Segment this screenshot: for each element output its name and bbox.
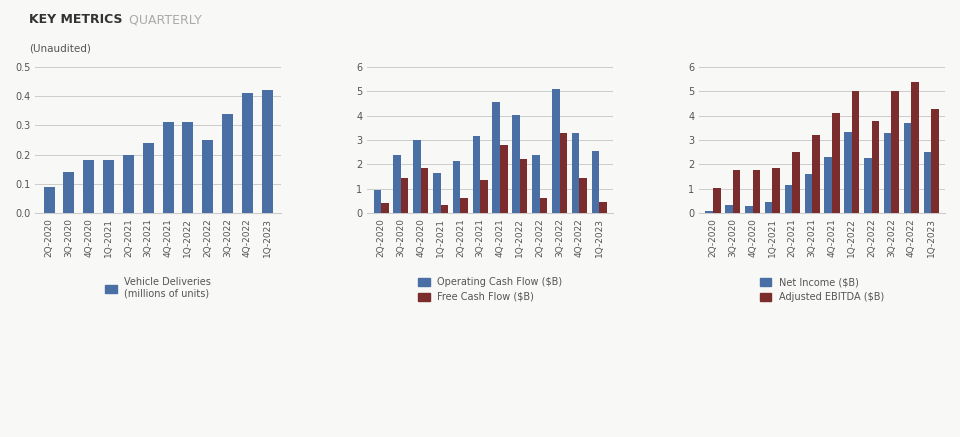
Bar bbox=[43, 187, 55, 213]
Legend: Vehicle Deliveries
(millions of units): Vehicle Deliveries (millions of units) bbox=[101, 273, 215, 302]
Bar bbox=[433, 173, 441, 213]
Bar bbox=[572, 133, 579, 213]
Bar bbox=[262, 90, 273, 213]
Bar bbox=[540, 198, 547, 213]
Bar bbox=[792, 153, 800, 213]
Bar bbox=[765, 202, 773, 213]
Bar bbox=[773, 168, 780, 213]
Bar bbox=[532, 155, 540, 213]
Bar bbox=[461, 198, 468, 213]
Legend: Operating Cash Flow ($B), Free Cash Flow ($B): Operating Cash Flow ($B), Free Cash Flow… bbox=[414, 273, 566, 306]
Legend: Net Income ($B), Adjusted EBITDA ($B): Net Income ($B), Adjusted EBITDA ($B) bbox=[756, 273, 888, 306]
Bar bbox=[579, 178, 587, 213]
Bar bbox=[732, 170, 740, 213]
Text: (Unaudited): (Unaudited) bbox=[29, 44, 90, 54]
Bar bbox=[812, 135, 820, 213]
Bar bbox=[560, 133, 567, 213]
Text: QUARTERLY: QUARTERLY bbox=[125, 13, 202, 26]
Bar bbox=[825, 156, 832, 213]
Bar bbox=[552, 89, 560, 213]
Bar bbox=[401, 178, 408, 213]
Bar bbox=[373, 190, 381, 213]
Bar bbox=[143, 143, 154, 213]
Bar bbox=[162, 122, 174, 213]
Bar bbox=[413, 140, 420, 213]
Bar bbox=[381, 203, 389, 213]
Bar bbox=[441, 205, 448, 213]
Bar bbox=[784, 185, 792, 213]
Bar bbox=[513, 115, 520, 213]
Bar bbox=[804, 173, 812, 213]
Bar bbox=[753, 170, 760, 213]
Bar bbox=[911, 82, 919, 213]
Bar bbox=[480, 180, 488, 213]
Bar bbox=[844, 132, 852, 213]
Bar bbox=[931, 109, 939, 213]
Bar bbox=[394, 155, 401, 213]
Bar bbox=[924, 152, 931, 213]
Bar bbox=[203, 140, 213, 213]
Bar bbox=[63, 172, 74, 213]
Bar bbox=[520, 159, 527, 213]
Bar bbox=[492, 102, 500, 213]
Text: KEY METRICS: KEY METRICS bbox=[29, 13, 122, 26]
Bar bbox=[864, 158, 872, 213]
Bar bbox=[599, 202, 607, 213]
Bar bbox=[453, 161, 461, 213]
Bar bbox=[242, 94, 252, 213]
Bar bbox=[103, 160, 114, 213]
Bar bbox=[713, 188, 721, 213]
Bar bbox=[726, 205, 732, 213]
Bar bbox=[182, 122, 193, 213]
Bar bbox=[706, 211, 713, 213]
Bar bbox=[892, 91, 899, 213]
Bar bbox=[745, 206, 753, 213]
Bar bbox=[500, 146, 508, 213]
Bar bbox=[420, 168, 428, 213]
Bar bbox=[884, 133, 892, 213]
Bar bbox=[832, 113, 839, 213]
Bar bbox=[222, 114, 233, 213]
Bar bbox=[872, 121, 879, 213]
Bar bbox=[852, 91, 859, 213]
Bar bbox=[472, 136, 480, 213]
Bar bbox=[123, 155, 133, 213]
Bar bbox=[903, 123, 911, 213]
Bar bbox=[84, 160, 94, 213]
Bar bbox=[591, 152, 599, 213]
